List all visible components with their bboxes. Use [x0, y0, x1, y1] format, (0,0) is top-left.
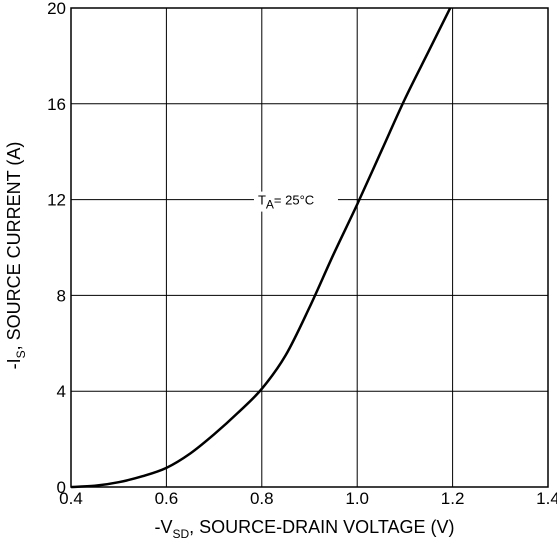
y-tick-label: 12 — [47, 191, 66, 210]
y-tick-label: 20 — [47, 0, 66, 18]
plot-border — [70, 7, 549, 488]
y-axis-label: -IS, SOURCE CURRENT (A) — [4, 142, 28, 370]
x-tick-label: 0.6 — [155, 489, 179, 508]
y-tick-label: 4 — [57, 382, 66, 401]
y-tick-label: 16 — [47, 95, 66, 114]
series-group — [71, 8, 452, 489]
series-line — [71, 8, 452, 489]
x-tick-label: 1.0 — [345, 489, 369, 508]
temperature-annotation: TA= 25°C — [258, 193, 314, 212]
x-tick-label: 1.2 — [441, 489, 465, 508]
y-tick-label: 8 — [57, 286, 66, 305]
x-tick-labels: 0.4 0.6 0.8 1.0 1.2 1.4 — [59, 489, 557, 508]
annotation-background — [253, 191, 338, 212]
x-axis-label: -VSD, SOURCE-DRAIN VOLTAGE (V) — [154, 517, 454, 541]
x-tick-label: 0.8 — [250, 489, 274, 508]
y-tick-labels: 0 4 8 12 16 20 — [47, 0, 66, 497]
plot-frame — [70, 7, 549, 488]
x-tick-label: 1.4 — [536, 489, 557, 508]
grid — [70, 7, 549, 488]
y-tick-label: 0 — [57, 478, 66, 497]
x-tick-label: 0.4 — [59, 489, 83, 508]
